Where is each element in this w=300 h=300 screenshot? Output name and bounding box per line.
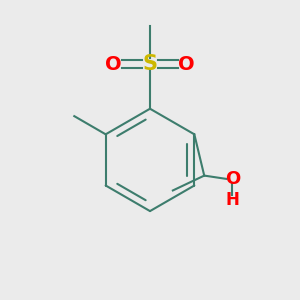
Text: O: O bbox=[225, 170, 240, 188]
Text: O: O bbox=[178, 55, 195, 74]
Text: H: H bbox=[225, 191, 239, 209]
Text: O: O bbox=[105, 55, 122, 74]
Text: S: S bbox=[142, 54, 158, 74]
